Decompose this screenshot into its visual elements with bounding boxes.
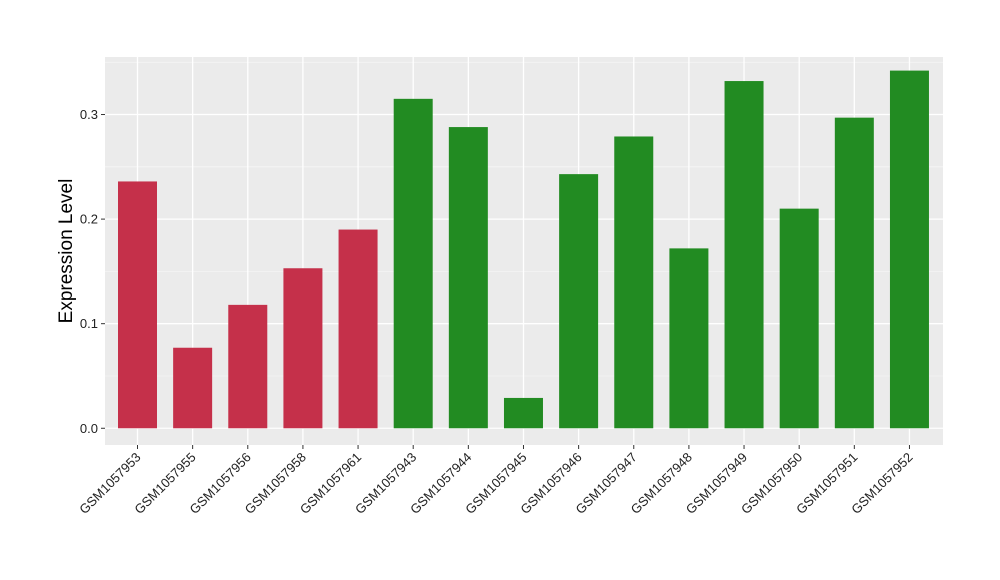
y-axis: 0.0 0.1 0.2 0.3 [80, 107, 105, 436]
x-axis: GSM1057953GSM1057955GSM1057956GSM1057958… [76, 445, 916, 517]
bar [559, 174, 599, 429]
y-axis-title: Expression Level [56, 179, 77, 324]
y-tick-label: 0.1 [80, 316, 98, 331]
bar [393, 98, 433, 429]
bar [228, 304, 268, 429]
y-tick-label: 0.3 [80, 107, 98, 122]
bar [503, 397, 543, 429]
bar [724, 81, 764, 429]
y-tick-label: 0.0 [80, 421, 98, 436]
bar [448, 127, 488, 429]
bars [118, 70, 929, 429]
bar [614, 136, 654, 429]
bar [173, 347, 213, 429]
bar [118, 181, 157, 429]
bar [779, 208, 819, 429]
bar [338, 229, 378, 429]
bar [669, 248, 709, 429]
bar [283, 268, 323, 429]
bar [834, 117, 874, 429]
y-tick-label: 0.2 [80, 212, 98, 227]
bar [889, 70, 929, 429]
